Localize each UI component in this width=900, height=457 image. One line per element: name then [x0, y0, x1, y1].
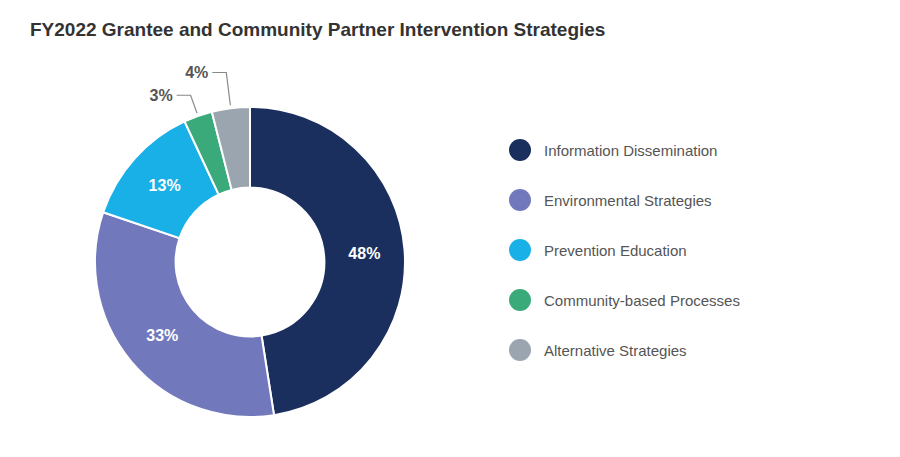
legend-swatch [509, 189, 531, 211]
data-label: 13% [149, 177, 181, 194]
title: FY2022 Grantee and Community Partner Int… [30, 19, 605, 40]
data-label: 4% [185, 64, 208, 81]
data-label: 33% [146, 327, 178, 344]
chart: FY2022 Grantee and Community Partner Int… [0, 0, 900, 457]
legend-label: Information Dissemination [544, 142, 717, 159]
slice [212, 107, 250, 190]
legend-swatch [509, 139, 531, 161]
legend-swatch [509, 339, 531, 361]
legend: Information Dissemination Environmental S… [509, 139, 740, 361]
leader-line [177, 95, 197, 113]
legend-swatch [509, 289, 531, 311]
legend-label: Environmental Strategies [544, 192, 712, 209]
leader-line [212, 72, 230, 105]
legend-label: Prevention Education [544, 242, 687, 259]
legend-swatch [509, 239, 531, 261]
data-label: 3% [149, 87, 172, 104]
slice [250, 107, 405, 415]
pie: 48% 33% 13% 3% 4% [95, 64, 405, 417]
slice [95, 212, 274, 417]
legend-label: Community-based Processes [544, 292, 740, 309]
data-label: 48% [348, 245, 380, 262]
legend-label: Alternative Strategies [544, 342, 687, 359]
